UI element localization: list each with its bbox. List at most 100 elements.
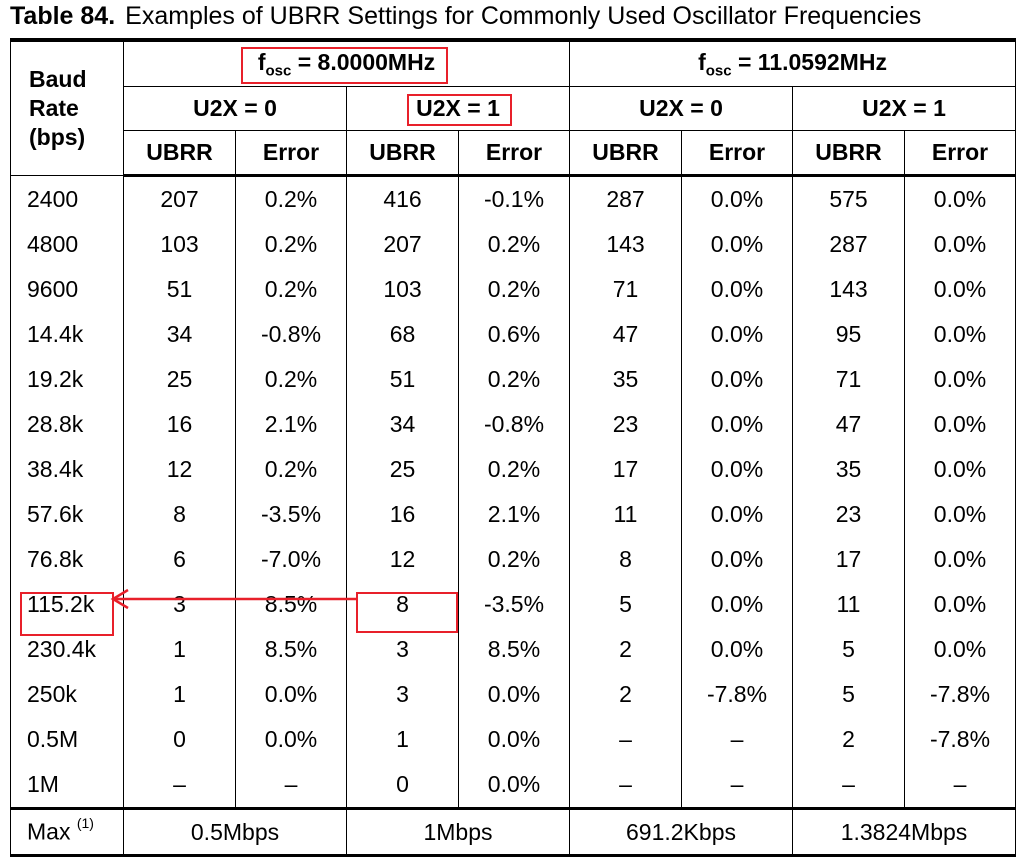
error-cell: 2.1% [458, 492, 570, 537]
error-cell: 0.0% [681, 492, 793, 537]
baud-rate-cell: 28.8k [10, 402, 124, 447]
ubrr-cell: 575 [792, 175, 905, 222]
error-cell: 2.1% [235, 402, 347, 447]
error-cell: -0.8% [458, 402, 570, 447]
baud-rate-cell: 115.2k [10, 582, 124, 627]
error-cell: 0.0% [903, 627, 1017, 672]
ubrr-cell: 103 [346, 267, 459, 312]
ubrr-cell: 71 [792, 357, 905, 402]
ubrr-cell: – [123, 762, 236, 809]
table-row: 0.5M 0 0.0% 1 0.0% – –2 -7.8% [10, 717, 1017, 762]
ubrr-cell: 35 [792, 447, 905, 492]
ubrr-cell: 5 [792, 672, 905, 717]
ubrr-cell: 12 [123, 447, 236, 492]
error-cell: 0.0% [903, 582, 1017, 627]
ubrr-cell: 3 [346, 672, 459, 717]
table-row: 19.2k 25 0.2% 51 0.2% 35 0.0% 71 0.0% [10, 357, 1017, 402]
max-label: Max (1) [10, 807, 124, 856]
table-number: Table 84. [10, 2, 116, 30]
error-cell: 0.0% [903, 357, 1017, 402]
error-cell: – [235, 762, 347, 809]
baud-rate-cell: 76.8k [10, 537, 124, 582]
max-row: Max (1) 0.5Mbps 1Mbps 691.2Kbps 1.3824Mb… [10, 807, 1017, 856]
error-cell: – [681, 762, 793, 809]
error-cell: 0.2% [458, 222, 570, 267]
ubrr-cell: 35 [569, 357, 682, 402]
ubrr-cell: 34 [123, 312, 236, 357]
error-cell: 0.0% [681, 627, 793, 672]
ubrr-cell: 8 [346, 582, 459, 627]
ubrr-cell: 17 [569, 447, 682, 492]
ubrr-cell: 207 [123, 175, 236, 222]
error-cell: 0.0% [903, 312, 1017, 357]
ubrr-cell: 0 [346, 762, 459, 809]
ubrr-cell: 1 [346, 717, 459, 762]
ubrr-cell: 11 [569, 492, 682, 537]
error-cell: 0.0% [458, 762, 570, 809]
table-row: 14.4k 34 -0.8% 68 0.6% 47 0.0% 95 0.0% [10, 312, 1017, 357]
error-cell: 0.0% [903, 402, 1017, 447]
table-row: 28.8k 16 2.1% 34 -0.8% 23 0.0% 47 0.0% [10, 402, 1017, 447]
error-cell: 0.0% [458, 717, 570, 762]
error-cell: 0.2% [458, 357, 570, 402]
error-cell: 0.0% [903, 537, 1017, 582]
error-cell: 0.0% [903, 447, 1017, 492]
error-cell: 0.2% [235, 175, 347, 222]
error-cell: 0.0% [903, 175, 1017, 222]
table-row: 115.2k 3 8.5% 8 -3.5% 5 0.0% 11 0.0% [10, 582, 1017, 627]
error-cell: 0.0% [681, 357, 793, 402]
ubrr-cell: 12 [346, 537, 459, 582]
u2x-header: U2X = 1 [791, 86, 1017, 131]
ubrr-cell: 6 [123, 537, 236, 582]
table-row: 76.8k 6 -7.0% 12 0.2% 8 0.0% 17 0.0% [10, 537, 1017, 582]
ubrr-cell: 103 [123, 222, 236, 267]
error-cell: -7.0% [235, 537, 347, 582]
error-cell: 0.0% [681, 447, 793, 492]
ubrr-cell: 5 [569, 582, 682, 627]
table-row: 230.4k 1 8.5% 3 8.5% 2 0.0% 5 0.0% [10, 627, 1017, 672]
error-cell: 8.5% [235, 627, 347, 672]
ubrr-cell: 5 [792, 627, 905, 672]
column-header: Error [681, 130, 793, 177]
ubrr-cell: 207 [346, 222, 459, 267]
error-cell: 0.0% [903, 267, 1017, 312]
error-cell: -7.8% [903, 717, 1017, 762]
column-header: Error [235, 130, 347, 177]
u2x-header: U2X = 0 [123, 86, 347, 131]
ubrr-cell: 34 [346, 402, 459, 447]
table-row: 9600 51 0.2% 103 0.2% 71 0.0% 143 0.0% [10, 267, 1017, 312]
ubrr-cell: 17 [792, 537, 905, 582]
table-caption: Examples of UBRR Settings for Commonly U… [125, 2, 922, 30]
column-header: UBRR [792, 130, 905, 177]
osc-11mhz-header: fosc = 11.0592MHz [568, 39, 1017, 87]
ubrr-table: Baud Rate (bps) fosc = 8.0000MHz fosc = 11… [10, 38, 1017, 857]
column-header: Error [903, 130, 1017, 177]
ubrr-cell: 25 [346, 447, 459, 492]
baud-rate-cell: 4800 [10, 222, 124, 267]
error-cell: 0.2% [235, 447, 347, 492]
ubrr-cell: 25 [123, 357, 236, 402]
ubrr-cell: – [569, 717, 682, 762]
error-cell: -0.8% [235, 312, 347, 357]
ubrr-cell: 0 [123, 717, 236, 762]
error-cell: -0.1% [458, 175, 570, 222]
table-row: 4800 103 0.2% 207 0.2% 143 0.0% 287 0.0% [10, 222, 1017, 267]
baud-rate-cell: 38.4k [10, 447, 124, 492]
ubrr-cell: 287 [569, 175, 682, 222]
ubrr-cell: 11 [792, 582, 905, 627]
ubrr-cell: 16 [123, 402, 236, 447]
error-cell: 0.0% [235, 717, 347, 762]
error-cell: 0.0% [681, 312, 793, 357]
error-cell: 0.2% [458, 537, 570, 582]
table-row: 1M – –0 0.0% – – – – [10, 762, 1017, 809]
baud-rate-cell: 2400 [10, 175, 124, 222]
ubrr-cell: – [569, 762, 682, 809]
error-cell: 0.0% [903, 492, 1017, 537]
column-header: UBRR [346, 130, 459, 177]
ubrr-cell: 8 [123, 492, 236, 537]
ubrr-cell: 71 [569, 267, 682, 312]
ubrr-cell: 23 [792, 492, 905, 537]
error-cell: 0.0% [681, 582, 793, 627]
error-cell: 0.0% [681, 402, 793, 447]
error-cell: 0.0% [903, 222, 1017, 267]
